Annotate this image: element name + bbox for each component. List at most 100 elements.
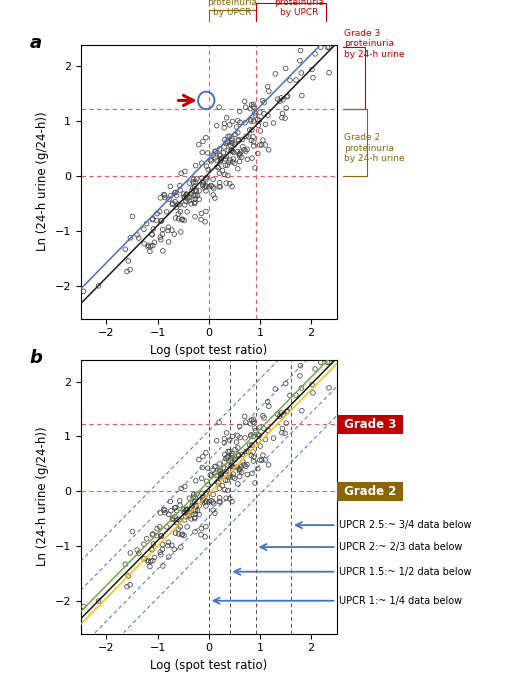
Point xyxy=(215,483,223,494)
Point xyxy=(192,500,200,511)
Point xyxy=(222,151,230,162)
Point xyxy=(277,408,286,419)
Point xyxy=(202,173,210,184)
Point xyxy=(191,182,199,192)
Point xyxy=(256,140,264,151)
Point xyxy=(215,162,223,173)
Point xyxy=(278,427,286,438)
Point xyxy=(222,493,230,503)
Point xyxy=(200,497,209,508)
Point xyxy=(256,440,265,451)
Point xyxy=(197,523,206,534)
Point xyxy=(235,151,244,162)
Point xyxy=(164,537,172,548)
Point xyxy=(198,147,207,158)
Point xyxy=(227,453,235,464)
Point xyxy=(126,232,135,243)
Point xyxy=(259,135,267,146)
Point xyxy=(311,364,319,375)
Point xyxy=(191,198,199,209)
Point xyxy=(248,153,256,164)
Point xyxy=(206,154,215,165)
Point xyxy=(181,199,189,210)
Text: Grade 2
proteinuria
by 24-h urine: Grade 2 proteinuria by 24-h urine xyxy=(345,133,405,163)
Point xyxy=(227,145,235,156)
Point xyxy=(148,530,157,540)
Point xyxy=(171,503,179,514)
Point xyxy=(259,450,267,461)
Point xyxy=(175,180,184,191)
Point xyxy=(148,229,156,240)
Point xyxy=(185,510,194,521)
Point xyxy=(191,193,199,204)
Point xyxy=(242,461,250,472)
Point xyxy=(209,149,217,160)
Point xyxy=(183,508,192,519)
Point xyxy=(185,195,194,206)
Point xyxy=(234,430,242,441)
Point xyxy=(308,64,316,75)
Point xyxy=(192,186,200,197)
Point xyxy=(235,463,244,474)
Point xyxy=(236,432,244,443)
Point xyxy=(201,501,210,512)
Point xyxy=(180,503,188,514)
Point xyxy=(228,116,236,127)
Point xyxy=(176,521,185,532)
Point xyxy=(168,540,176,551)
Point xyxy=(235,471,244,482)
Point xyxy=(234,443,242,453)
Point xyxy=(175,199,184,210)
Point xyxy=(233,462,242,473)
Point xyxy=(185,507,194,518)
Point xyxy=(211,192,219,203)
Point xyxy=(135,548,143,559)
Point xyxy=(216,150,224,161)
Text: UPCR 1:~ 1/4 data below: UPCR 1:~ 1/4 data below xyxy=(213,596,462,606)
Point xyxy=(176,542,185,553)
Point xyxy=(202,488,210,499)
Point xyxy=(250,136,258,147)
Point xyxy=(94,595,103,606)
Point xyxy=(162,206,171,217)
Point xyxy=(219,147,228,158)
Point xyxy=(236,462,245,473)
Point xyxy=(189,489,198,500)
Point xyxy=(226,470,234,481)
Point xyxy=(243,459,251,470)
Point xyxy=(244,132,253,142)
Point xyxy=(146,561,154,572)
Point xyxy=(230,147,238,158)
Point xyxy=(144,555,152,566)
Point xyxy=(206,469,215,480)
Point xyxy=(188,186,196,197)
Point xyxy=(180,191,188,202)
Point xyxy=(254,120,263,131)
Point xyxy=(271,68,279,79)
Point xyxy=(259,95,267,106)
Point xyxy=(223,451,231,462)
Point xyxy=(234,449,242,460)
Point xyxy=(229,138,237,149)
Point xyxy=(297,382,305,393)
Point xyxy=(182,190,190,201)
Point xyxy=(325,357,333,368)
Point xyxy=(192,501,200,512)
Point xyxy=(211,508,219,519)
Point xyxy=(156,192,164,203)
Point xyxy=(222,138,230,149)
Point xyxy=(179,214,187,225)
Point xyxy=(265,460,273,471)
Point xyxy=(183,521,192,532)
Point xyxy=(292,75,300,86)
Point xyxy=(250,116,258,127)
Point xyxy=(191,508,199,519)
Point xyxy=(193,506,201,516)
Point xyxy=(156,232,164,242)
Text: Grade 2
proteinuria
by UPCR: Grade 2 proteinuria by UPCR xyxy=(207,0,257,17)
Point xyxy=(156,521,164,532)
Point xyxy=(228,133,236,144)
Point xyxy=(160,505,169,516)
Point xyxy=(201,186,210,197)
Point xyxy=(216,497,224,508)
